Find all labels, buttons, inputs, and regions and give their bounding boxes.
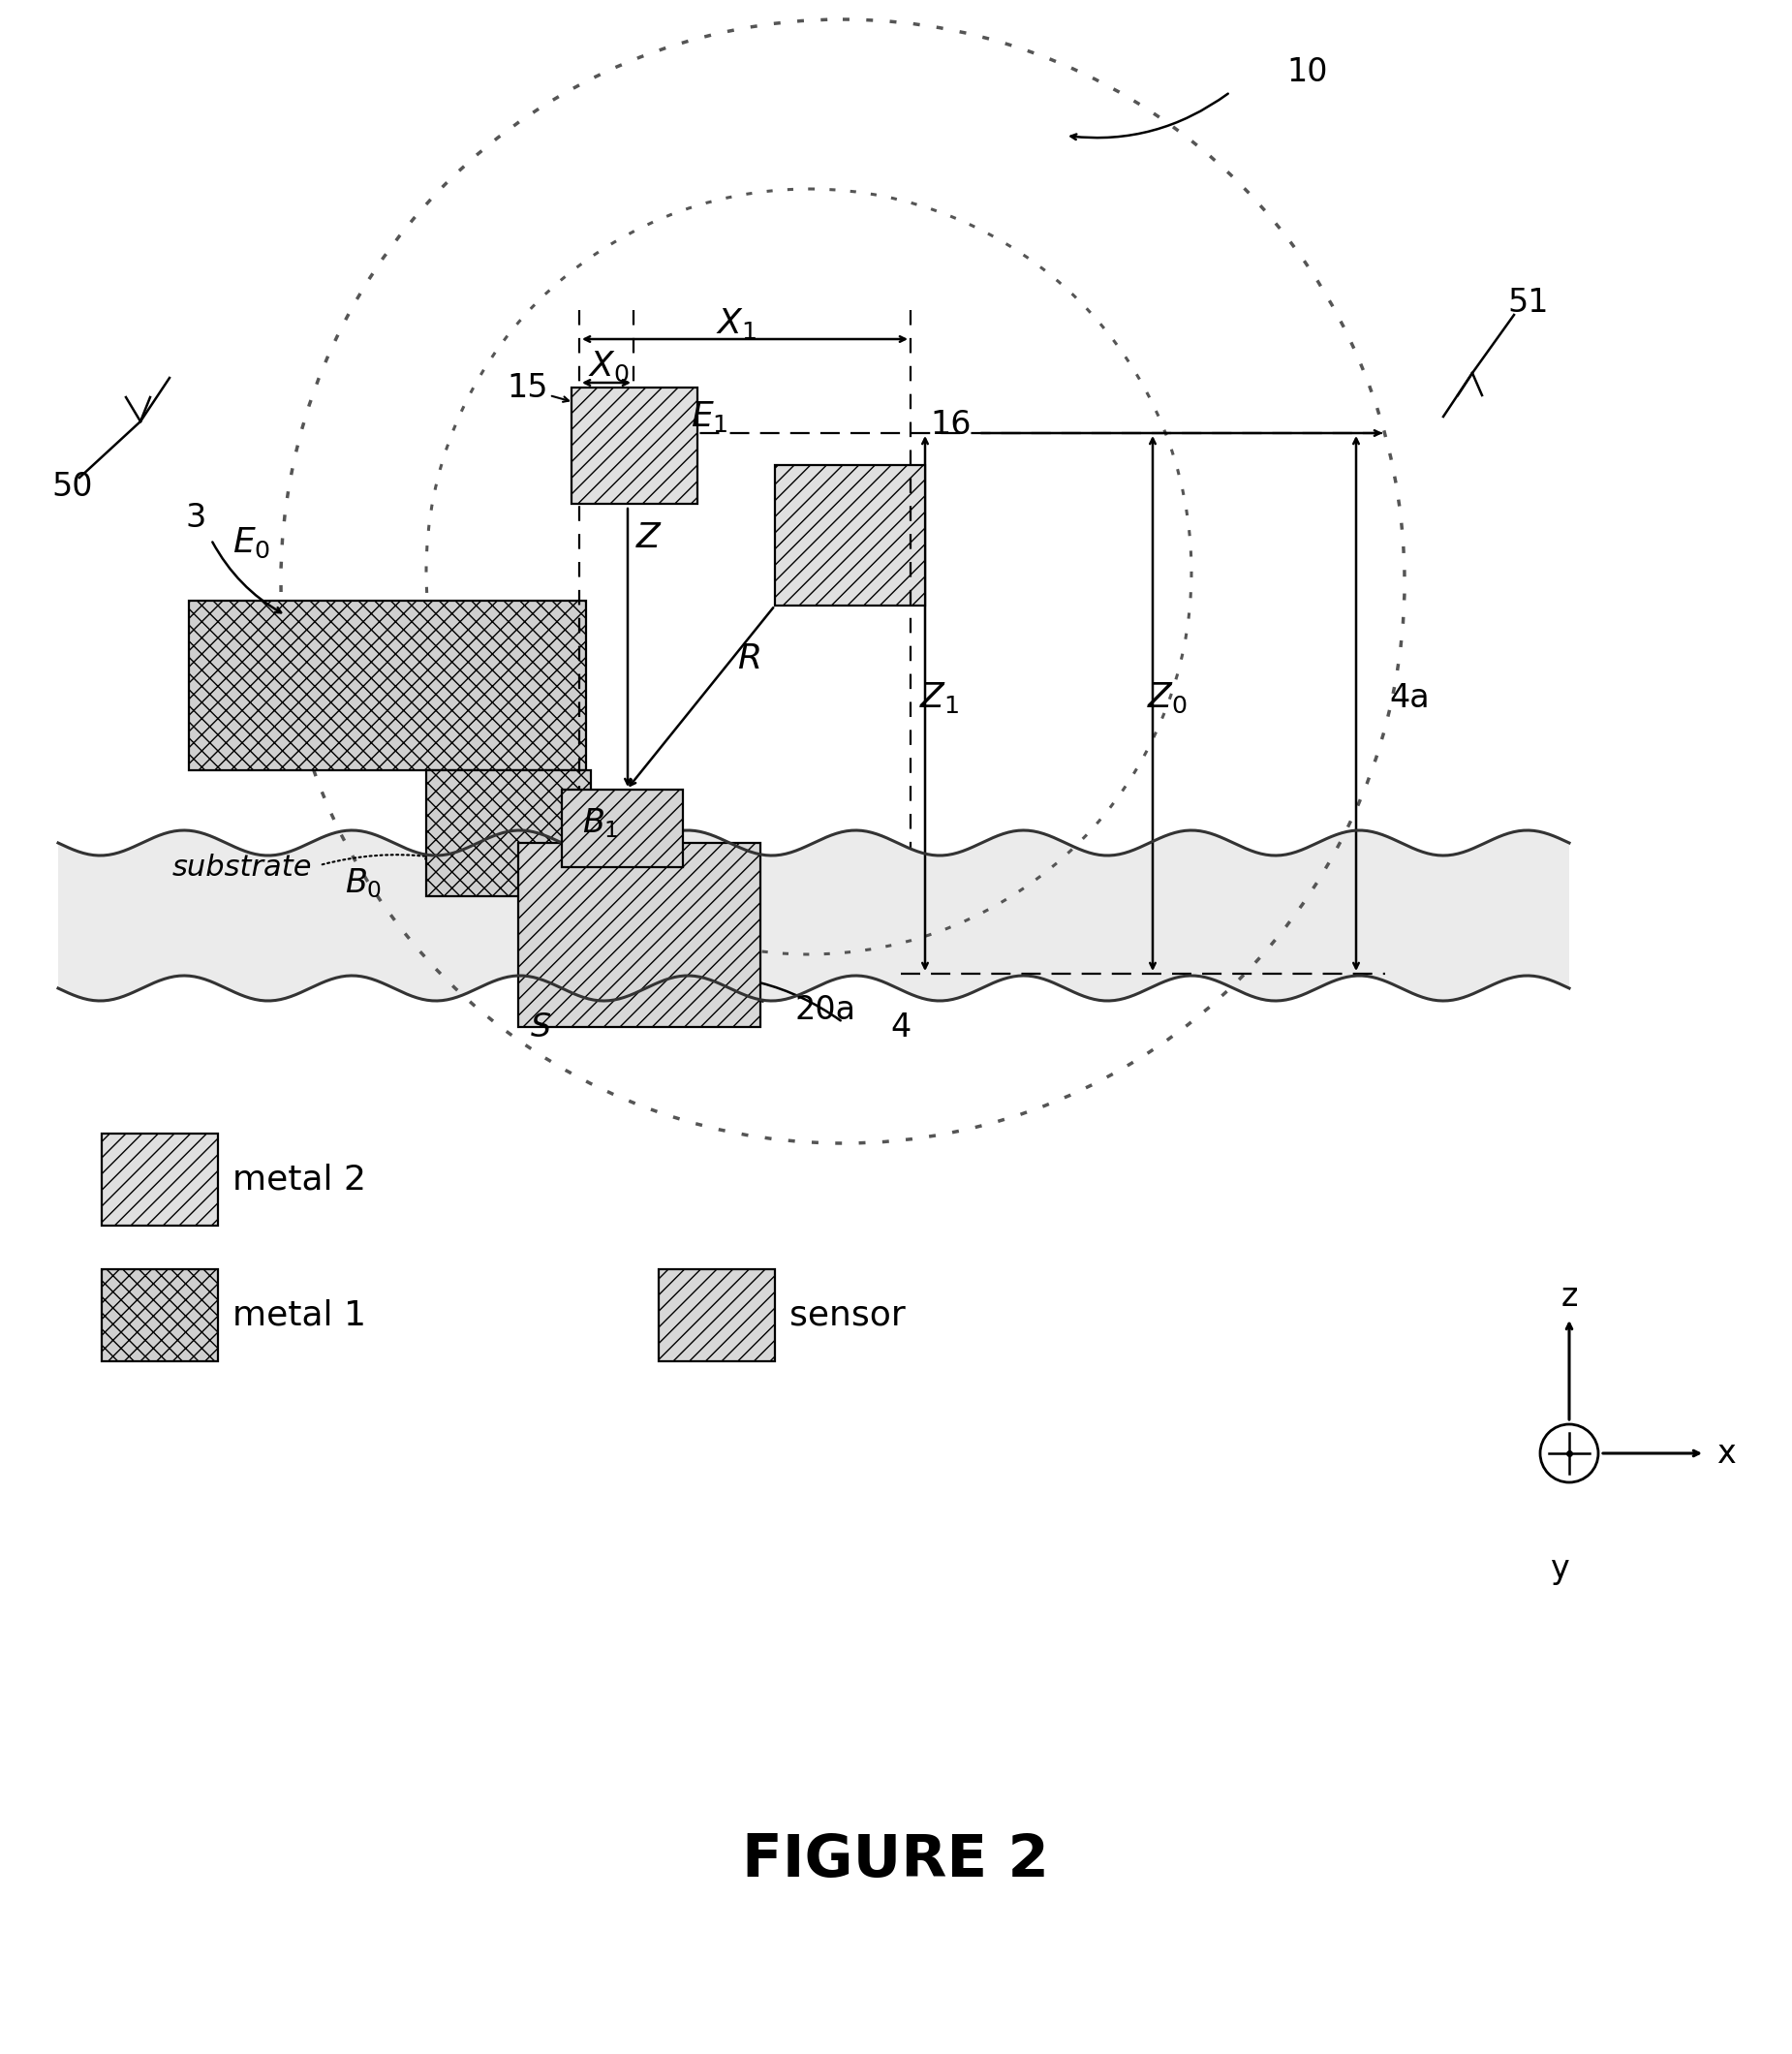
Text: FIGURE 2: FIGURE 2: [742, 1832, 1050, 1890]
Text: sensor: sensor: [790, 1298, 905, 1331]
Text: y: y: [1550, 1553, 1570, 1586]
Text: substrate: substrate: [172, 852, 312, 881]
Bar: [563, 789, 683, 867]
Text: metal 2: metal 2: [233, 1163, 366, 1195]
Text: $R$: $R$: [737, 643, 760, 676]
Text: 16: 16: [930, 409, 971, 440]
Text: $E_0$: $E_0$: [233, 526, 271, 559]
Text: metal 1: metal 1: [233, 1298, 366, 1331]
Text: 20a: 20a: [796, 994, 857, 1025]
Text: z: z: [1561, 1280, 1577, 1313]
Text: 4a: 4a: [1389, 682, 1430, 713]
Text: 15: 15: [507, 372, 548, 403]
Text: $S$: $S$: [530, 1011, 552, 1043]
Bar: [102, 1269, 219, 1362]
Bar: [572, 388, 697, 503]
Bar: [659, 1269, 774, 1362]
Text: 10: 10: [1287, 58, 1328, 88]
Polygon shape: [57, 830, 1570, 1000]
Text: $X_0$: $X_0$: [588, 349, 629, 384]
Text: $Z$: $Z$: [636, 522, 663, 555]
Text: 51: 51: [1507, 286, 1548, 318]
Bar: [188, 600, 586, 770]
Bar: [774, 464, 925, 606]
Text: $B_1$: $B_1$: [582, 807, 618, 840]
Text: $Z_1$: $Z_1$: [919, 680, 959, 715]
Text: $X_1$: $X_1$: [715, 306, 756, 341]
Text: x: x: [1717, 1438, 1736, 1469]
Text: 3: 3: [185, 503, 206, 534]
Text: $E_1$: $E_1$: [690, 398, 728, 433]
Text: $Z_0$: $Z_0$: [1147, 680, 1188, 715]
Text: 4: 4: [891, 1011, 910, 1043]
Text: 50: 50: [52, 470, 93, 503]
Bar: [426, 770, 591, 896]
Bar: [102, 1134, 219, 1226]
Bar: [518, 842, 760, 1027]
Text: $B_0$: $B_0$: [344, 867, 382, 900]
